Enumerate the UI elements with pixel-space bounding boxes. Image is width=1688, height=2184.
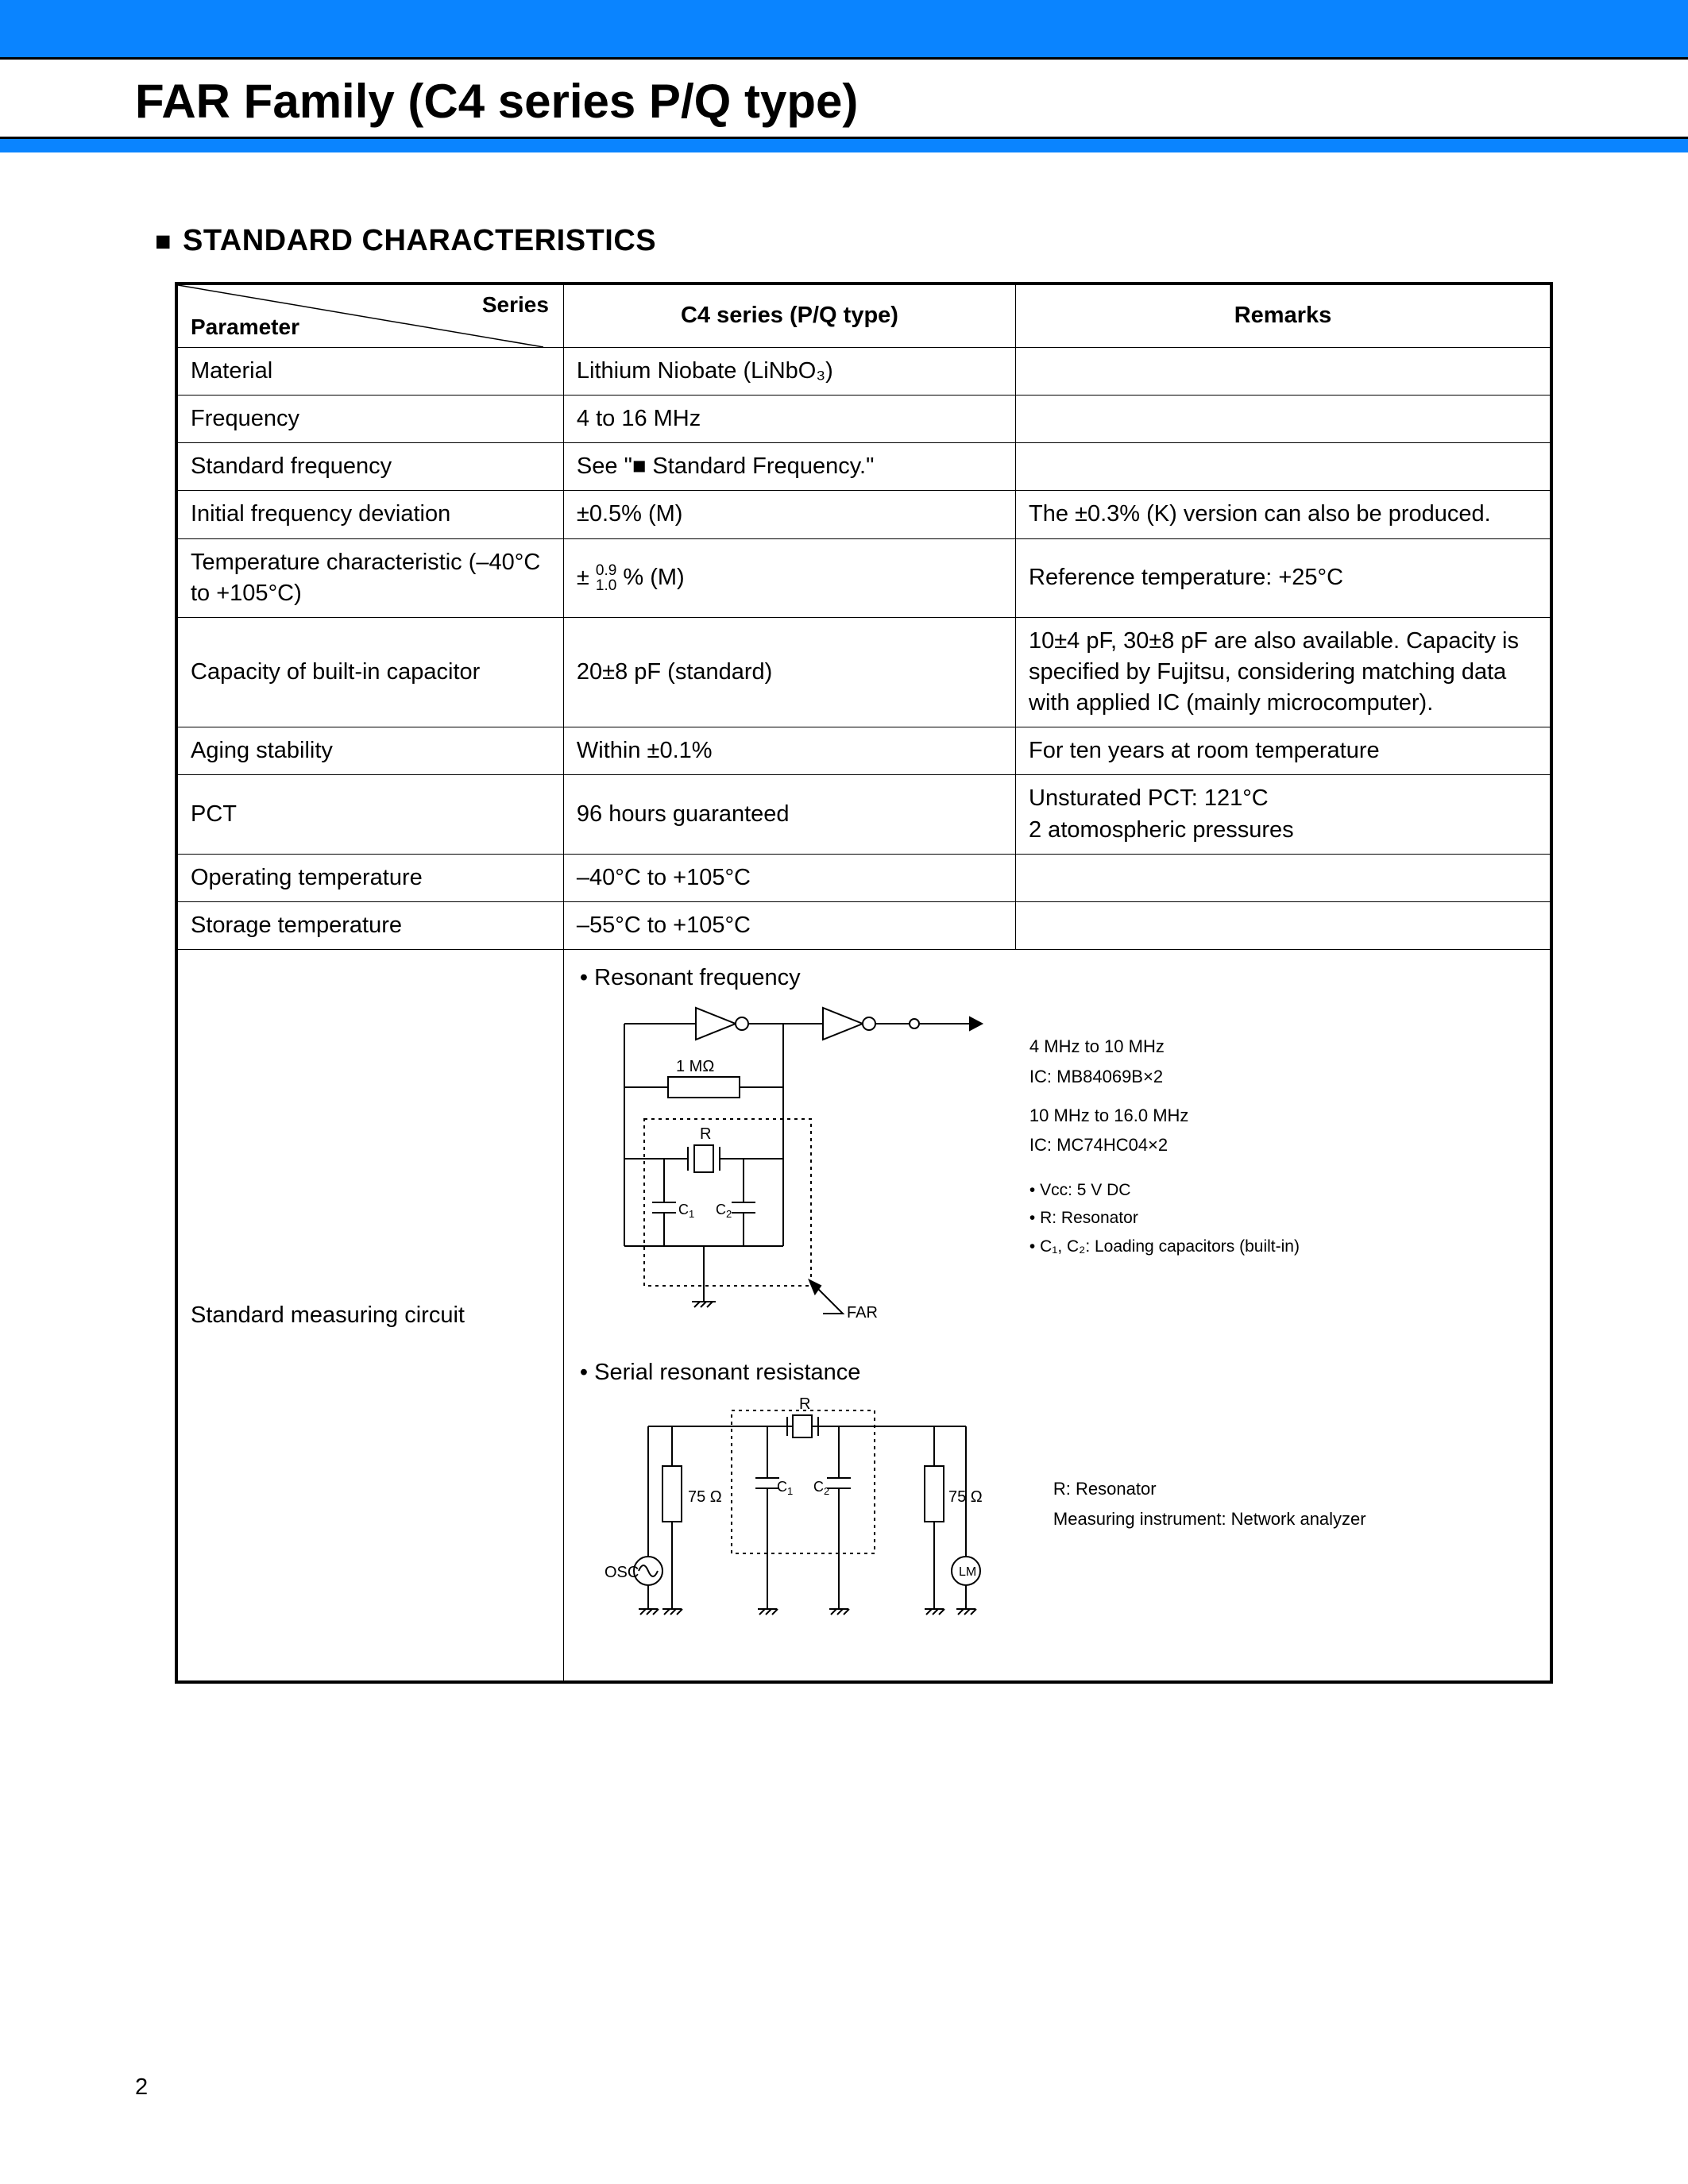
label-r2: R	[799, 1395, 810, 1413]
label-c2: C2	[716, 1202, 732, 1220]
note-range1: 4 MHz to 10 MHz	[1029, 1032, 1300, 1061]
note-ic1: IC: MB84069B×2	[1029, 1062, 1300, 1091]
note-ic2: IC: MC74HC04×2	[1029, 1130, 1300, 1160]
section-heading: STANDARD CHARACTERISTICS	[155, 224, 1553, 258]
header-parameter: Parameter	[191, 312, 299, 342]
table-row: Frequency 4 to 16 MHz	[176, 396, 1551, 443]
table-row: Capacity of built-in capacitor 20±8 pF (…	[176, 617, 1551, 727]
label-far: FAR	[847, 1304, 878, 1322]
note-vcc: • Vcc: 5 V DC	[1029, 1176, 1300, 1205]
page-number: 2	[135, 2074, 148, 2101]
val-den: 1.0	[596, 578, 616, 593]
table-row: Material Lithium Niobate (LiNbO₃)	[176, 348, 1551, 396]
cell-remark	[1016, 348, 1552, 396]
table-row: Storage temperature –55°C to +105°C	[176, 901, 1551, 949]
cell-param: Temperature characteristic (–40°C to +10…	[176, 538, 563, 617]
circuit-2-notes: R: Resonator Measuring instrument: Netwo…	[1029, 1395, 1366, 1534]
blue-separator	[0, 137, 1688, 152]
cell-param: Initial frequency deviation	[176, 491, 563, 538]
val-num: 0.9	[596, 563, 616, 578]
label-r: R	[700, 1125, 711, 1143]
cell-value: ±0.5% (M)	[563, 491, 1015, 538]
label-osc: OSC	[605, 1564, 639, 1581]
cell-remark: For ten years at room temperature	[1016, 727, 1552, 775]
page-title: FAR Family (C4 series P/Q type)	[135, 74, 1553, 129]
cell-value: ± 0.91.0 % (M)	[563, 538, 1015, 617]
label-75b: 75 Ω	[948, 1488, 983, 1506]
cell-value: 4 to 16 MHz	[563, 396, 1015, 443]
table-row: Standard frequency See "■ Standard Frequ…	[176, 443, 1551, 491]
label-c1b: C1	[777, 1479, 793, 1497]
cell-remark: The ±0.3% (K) version can also be produc…	[1016, 491, 1552, 538]
cell-param: PCT	[176, 775, 563, 854]
cell-remark: Unsturated PCT: 121°C 2 atomospheric pre…	[1016, 775, 1552, 854]
header-value: C4 series (P/Q type)	[563, 284, 1015, 348]
label-lm: LM	[959, 1565, 976, 1579]
label-75a: 75 Ω	[688, 1488, 722, 1506]
cell-remark	[1016, 901, 1552, 949]
top-blue-bar	[0, 0, 1688, 60]
cell-remark: 10±4 pF, 30±8 pF are also available. Cap…	[1016, 617, 1552, 727]
label-c2b: C2	[813, 1479, 829, 1497]
note-cap: • C₁, C₂: Loading capacitors (built-in)	[1029, 1233, 1300, 1261]
val-suffix: % (M)	[623, 565, 684, 590]
label-c1: C1	[678, 1202, 694, 1220]
resonant-frequency-diagram: 1 MΩ R C1 C2 FAR	[577, 1000, 1006, 1333]
table-row: PCT 96 hours guaranteed Unsturated PCT: …	[176, 775, 1551, 854]
table-row: Operating temperature –40°C to +105°C	[176, 854, 1551, 901]
cell-param: Standard frequency	[176, 443, 563, 491]
cell-remark	[1016, 443, 1552, 491]
header-series: Series	[482, 290, 549, 320]
table-row: Aging stability Within ±0.1% For ten yea…	[176, 727, 1551, 775]
cell-remark	[1016, 396, 1552, 443]
cell-value: Within ±0.1%	[563, 727, 1015, 775]
cell-circuit: Resonant frequency	[563, 949, 1551, 1682]
cell-value: Lithium Niobate (LiNbO₃)	[563, 348, 1015, 396]
cell-remark: Reference temperature: +25°C	[1016, 538, 1552, 617]
note-inst: Measuring instrument: Network analyzer	[1053, 1504, 1366, 1534]
circuit-label-1: Resonant frequency	[580, 963, 1537, 994]
table-row: Initial frequency deviation ±0.5% (M) Th…	[176, 491, 1551, 538]
cell-value: –40°C to +105°C	[563, 854, 1015, 901]
val-prefix: ±	[577, 565, 589, 590]
note-r2: R: Resonator	[1053, 1474, 1366, 1503]
cell-param: Aging stability	[176, 727, 563, 775]
cell-param: Capacity of built-in capacitor	[176, 617, 563, 727]
header-param-series: Series Parameter	[176, 284, 563, 348]
cell-remark	[1016, 854, 1552, 901]
table-row-circuit: Standard measuring circuit Resonant freq…	[176, 949, 1551, 1682]
circuit-label-2: Serial resonant resistance	[580, 1357, 1537, 1388]
header-remarks: Remarks	[1016, 284, 1552, 348]
serial-resonant-diagram: 75 Ω 75 Ω R C1 C2 OSC LM	[577, 1395, 1029, 1641]
note-r: • R: Resonator	[1029, 1204, 1300, 1233]
note-range2: 10 MHz to 16.0 MHz	[1029, 1101, 1300, 1130]
cell-param: Frequency	[176, 396, 563, 443]
characteristics-table: Series Parameter C4 series (P/Q type) Re…	[175, 282, 1553, 1684]
table-row: Temperature characteristic (–40°C to +10…	[176, 538, 1551, 617]
cell-param: Storage temperature	[176, 901, 563, 949]
cell-value: See "■ Standard Frequency."	[563, 443, 1015, 491]
cell-value: 96 hours guaranteed	[563, 775, 1015, 854]
cell-param: Material	[176, 348, 563, 396]
circuit-1-notes: 4 MHz to 10 MHz IC: MB84069B×2 10 MHz to…	[1006, 1000, 1300, 1261]
cell-value: 20±8 pF (standard)	[563, 617, 1015, 727]
cell-value: –55°C to +105°C	[563, 901, 1015, 949]
label-1mohm: 1 MΩ	[676, 1058, 714, 1075]
cell-param: Operating temperature	[176, 854, 563, 901]
cell-param: Standard measuring circuit	[176, 949, 563, 1682]
